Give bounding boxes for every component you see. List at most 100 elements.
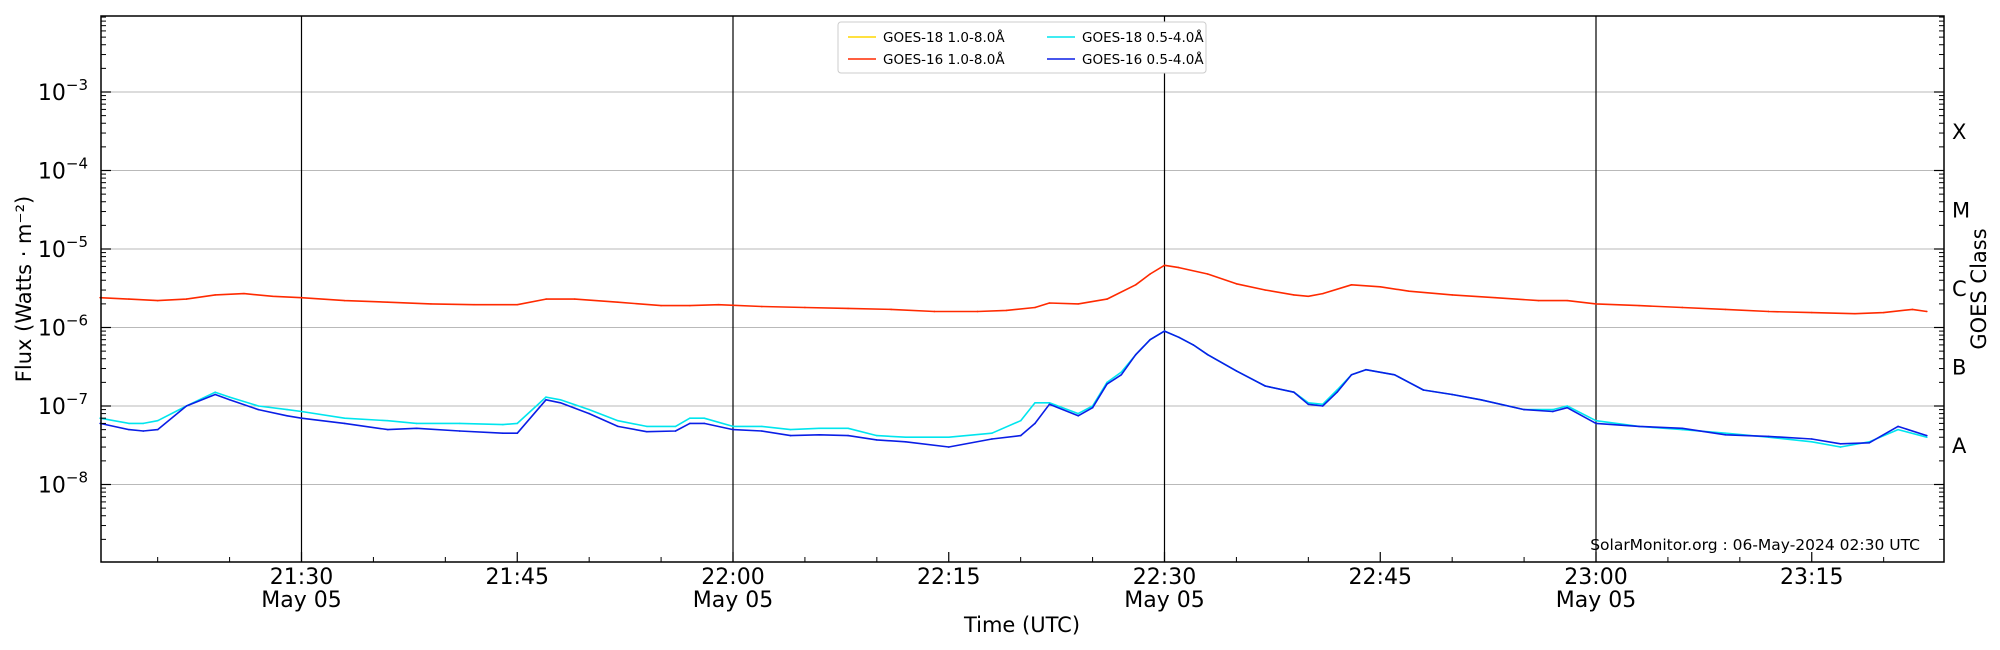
data-point [271, 295, 274, 298]
data-point [947, 446, 950, 448]
data-point [185, 298, 188, 300]
data-point [1350, 283, 1353, 286]
data-point [732, 425, 734, 428]
data-point [1134, 283, 1137, 286]
data-point [1091, 406, 1094, 409]
x-tick-date-label: May 05 [261, 588, 341, 613]
data-point [760, 425, 763, 428]
data-point [257, 405, 260, 407]
data-point [1206, 273, 1209, 275]
data-point [1293, 391, 1295, 393]
data-point [343, 417, 346, 419]
data-point [430, 303, 432, 305]
data-point [502, 423, 504, 426]
x-tick-label: 22:30 [1133, 565, 1196, 590]
legend-label: GOES-18 1.0-8.0Å [883, 29, 1005, 46]
data-point [1178, 266, 1180, 269]
x-tick-date-label: May 05 [1556, 588, 1636, 613]
data-point [991, 438, 993, 440]
data-point [1681, 427, 1684, 430]
data-point [142, 430, 145, 432]
data-point [387, 419, 389, 422]
data-point [904, 436, 907, 439]
data-point [1897, 428, 1899, 431]
y-tick-label: 10−7 [38, 390, 88, 420]
data-point [1451, 393, 1453, 396]
data-point [760, 430, 763, 432]
x-tick-date-label: May 05 [693, 588, 773, 613]
data-point [760, 305, 763, 308]
data-point [876, 439, 878, 441]
data-point [228, 398, 231, 401]
x-tick-date-label: May 05 [1124, 588, 1204, 613]
grid-lines [101, 16, 1944, 562]
data-point [1307, 403, 1310, 406]
data-point [1034, 422, 1036, 425]
legend-label: GOES-16 1.0-8.0Å [883, 51, 1005, 68]
data-point [660, 304, 662, 307]
data-point [1839, 442, 1842, 445]
data-point [473, 303, 475, 306]
data-point [947, 436, 950, 439]
x-tick-label: 23:15 [1780, 565, 1843, 590]
x-tick-label: 23:00 [1564, 565, 1627, 590]
legend-frame [837, 21, 1207, 74]
data-point [1077, 412, 1079, 415]
data-point [1034, 401, 1036, 404]
data-point [1321, 405, 1324, 407]
data-point [458, 422, 461, 425]
data-point [1595, 422, 1597, 425]
data-point [1106, 383, 1108, 385]
series-line [100, 264, 1927, 315]
data-point [617, 419, 619, 422]
data-point [156, 419, 159, 422]
x-tick-label: 22:45 [1349, 565, 1412, 590]
y-tick-label: 10−8 [38, 469, 88, 499]
data-point [128, 422, 130, 425]
data-point [214, 294, 216, 296]
data-point [645, 430, 648, 433]
data-point [890, 308, 893, 311]
data-point [588, 412, 590, 415]
data-point [387, 428, 389, 431]
data-point [228, 396, 231, 398]
data-point [300, 417, 303, 419]
y-tick-label: 10−4 [38, 155, 88, 185]
data-point [617, 425, 619, 428]
data-point [1868, 441, 1871, 444]
data-point [1120, 373, 1123, 376]
right-axis-title: GOES Class [1967, 228, 1991, 349]
data-point [1048, 401, 1051, 404]
data-point [1566, 406, 1569, 409]
data-point [1595, 419, 1597, 422]
data-point [847, 307, 849, 310]
data-point [1854, 312, 1856, 315]
series-line [99, 330, 1928, 448]
data-point [1206, 353, 1209, 356]
data-point [703, 422, 706, 425]
data-point [674, 430, 677, 432]
data-point [1767, 310, 1770, 313]
data-point [1163, 330, 1166, 332]
data-point [1451, 294, 1453, 296]
data-point [1350, 373, 1353, 376]
data-point [1494, 296, 1497, 299]
plot-frame [100, 15, 1945, 563]
data-point [1077, 415, 1079, 417]
data-point [1192, 344, 1195, 346]
data-point [502, 432, 504, 435]
data-point [1681, 428, 1684, 431]
data-point [1552, 408, 1554, 411]
goes-class-label: A [1952, 434, 1967, 458]
data-point [1724, 433, 1727, 436]
data-point [1638, 304, 1640, 307]
data-point [1005, 309, 1008, 312]
data-point [1307, 295, 1310, 298]
data-point [1235, 283, 1238, 285]
data-point [1048, 302, 1051, 304]
data-point [1365, 368, 1367, 371]
goes-class-label: M [1952, 198, 1970, 222]
series-line [99, 330, 1928, 448]
data-point [1149, 338, 1151, 341]
